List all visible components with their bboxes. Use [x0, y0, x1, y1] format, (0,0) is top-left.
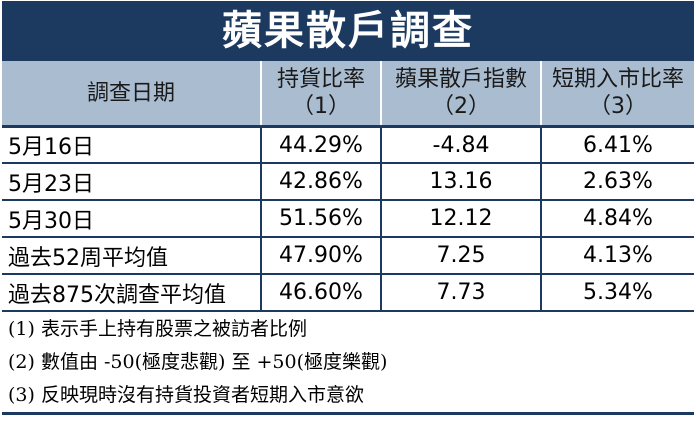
cell-holding: 46.60%	[260, 275, 380, 310]
cell-short-term: 6.41%	[540, 128, 694, 162]
cell-date: 過去875次調查平均值	[8, 282, 226, 308]
table-row: 過去52周平均值 47.90% 7.25 4.13%	[2, 238, 694, 275]
table-row: 5月30日 51.56% 12.12 4.84%	[2, 201, 694, 238]
header-date: 調查日期	[2, 61, 260, 125]
cell-index: 12.12	[380, 201, 540, 236]
header-date-label: 調查日期	[86, 80, 175, 106]
cell-holding: 44.29%	[260, 128, 380, 162]
table-body: 5月16日 44.29% -4.84 6.41% 5月23日 42.86% 13…	[2, 128, 694, 312]
header-holding-ratio: 持貨比率 （1）	[260, 61, 380, 125]
header-short-term-note: （3）	[589, 94, 647, 119]
cell-date: 5月23日	[8, 171, 94, 197]
cell-short-term: 2.63%	[540, 164, 694, 199]
cell-index: 7.25	[380, 238, 540, 273]
header-holding-note: （1）	[292, 94, 350, 119]
footnote-3: (3) 反映現時沒有持貨投資者短期入市意欲	[8, 384, 364, 406]
header-index-label: 蘋果散戶指數	[394, 67, 527, 92]
header-retail-index: 蘋果散戶指數 （2）	[380, 61, 540, 125]
cell-date: 5月30日	[8, 208, 94, 234]
cell-holding: 42.86%	[260, 164, 380, 199]
cell-date: 5月16日	[8, 135, 94, 160]
cell-short-term: 4.84%	[540, 201, 694, 236]
footnotes: (1) 表示手上持有股票之被訪者比例 (2) 數值由 -50(極度悲觀) 至 +…	[2, 313, 694, 412]
cell-holding: 51.56%	[260, 201, 380, 236]
footnote-1: (1) 表示手上持有股票之被訪者比例	[8, 318, 307, 340]
cell-date: 過去52周平均值	[8, 245, 168, 271]
header-holding-label: 持貨比率	[276, 67, 365, 92]
cell-index: 13.16	[380, 164, 540, 199]
header-short-term-label: 短期入市比率	[551, 67, 684, 92]
cell-short-term: 5.34%	[540, 275, 694, 310]
table-row: 5月23日 42.86% 13.16 2.63%	[2, 164, 694, 201]
table-row: 5月16日 44.29% -4.84 6.41%	[2, 128, 694, 164]
cell-holding: 47.90%	[260, 238, 380, 273]
header-short-term-ratio: 短期入市比率 （3）	[540, 61, 694, 125]
table-title: 蘋果散戶調查	[2, 1, 694, 61]
header-index-note: （2）	[432, 94, 490, 119]
cell-index: 7.73	[380, 275, 540, 310]
footnote-2: (2) 數值由 -50(極度悲觀) 至 +50(極度樂觀)	[8, 351, 388, 373]
table-row: 過去875次調查平均值 46.60% 7.73 5.34%	[2, 275, 694, 312]
bottom-divider	[2, 412, 694, 415]
cell-index: -4.84	[380, 128, 540, 162]
header-row: 調查日期 持貨比率 （1） 蘋果散戶指數 （2） 短期入市比率 （3）	[2, 61, 694, 128]
cell-short-term: 4.13%	[540, 238, 694, 273]
